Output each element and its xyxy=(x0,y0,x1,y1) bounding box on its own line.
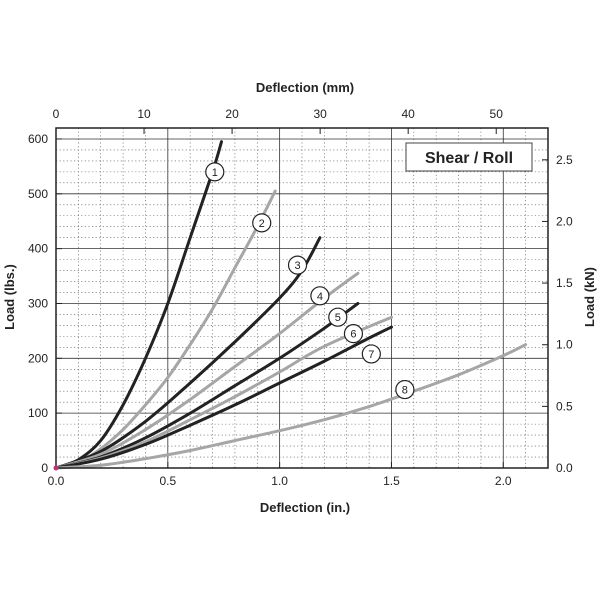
series-marker-circle xyxy=(252,213,272,233)
series-marker-circle xyxy=(361,344,381,364)
y-tick-label: 400 xyxy=(28,242,48,256)
x-tick-label: 1.0 xyxy=(271,474,288,488)
x-axis-title: Deflection (in.) xyxy=(260,500,350,515)
x-tick-label: 0.5 xyxy=(159,474,176,488)
series-marker-circle xyxy=(287,255,308,275)
x2-tick-label: 10 xyxy=(137,107,151,121)
series-7-line xyxy=(54,325,393,470)
grid xyxy=(56,128,548,468)
series-marker-label: 8 xyxy=(402,385,408,397)
ticks: 0.0 0.5 1.0 1.5 2.00 10 20 30 40 5001002003004005… xyxy=(28,107,573,488)
x2-axis-title: Deflection (mm) xyxy=(256,80,354,95)
y-axis-title: Load (lbs.) xyxy=(2,264,17,330)
y2-tick-label: 0.0 xyxy=(556,461,573,475)
series-3-line xyxy=(54,236,322,470)
y2-tick-label: 2.0 xyxy=(556,214,573,228)
x2-tick-label: 0 xyxy=(53,107,60,121)
y-tick-label: 0 xyxy=(41,461,48,475)
series-1-marker: 1 xyxy=(205,162,225,182)
series-marker-circle xyxy=(343,324,364,344)
series-1-line xyxy=(54,140,223,470)
x-tick-label: 2.0 xyxy=(495,474,512,488)
y-tick-label: 500 xyxy=(28,187,48,201)
series-marker-circle xyxy=(205,162,225,182)
series-3-marker: 3 xyxy=(287,255,308,275)
x2-tick-label: 20 xyxy=(225,107,239,121)
x2-tick-label: 30 xyxy=(313,107,327,121)
x2-tick-label: 40 xyxy=(402,107,416,121)
x-tick-label: 0.0 xyxy=(48,474,65,488)
series-5-marker: 5 xyxy=(328,307,348,327)
series-marker-label: 3 xyxy=(294,260,300,272)
x-tick-label: 1.5 xyxy=(383,474,400,488)
y2-tick-label: 0.5 xyxy=(556,399,573,413)
y-tick-label: 100 xyxy=(28,406,48,420)
series-8-marker: 8 xyxy=(395,379,415,400)
series-2-marker: 2 xyxy=(252,213,272,233)
plot-frame xyxy=(55,127,549,469)
y2-tick-label: 1.0 xyxy=(556,338,573,352)
y-tick-label: 600 xyxy=(28,132,48,146)
y2-tick-label: 1.5 xyxy=(556,276,573,290)
series-4-marker: 4 xyxy=(310,286,330,306)
curves xyxy=(54,140,528,470)
series-marker-label: 1 xyxy=(212,167,218,179)
series-marker-circle xyxy=(310,286,330,306)
chart-title-box: Shear / Roll xyxy=(405,142,533,172)
chart-title: Shear / Roll xyxy=(425,150,513,167)
y-tick-label: 200 xyxy=(28,351,48,365)
series-marker-label: 5 xyxy=(335,312,341,324)
series-marker-label: 6 xyxy=(350,329,356,341)
y2-tick-label: 2.5 xyxy=(556,153,573,167)
series-marker-label: 4 xyxy=(317,291,323,303)
series-marker-label: 7 xyxy=(368,349,374,361)
x2-tick-label: 50 xyxy=(490,107,504,121)
series-6-marker: 6 xyxy=(343,324,364,344)
series-marker-circle xyxy=(395,379,415,400)
origin-dot xyxy=(53,465,59,471)
series-marker-label: 2 xyxy=(259,218,265,230)
series-marker-circle xyxy=(328,307,348,327)
series-7-marker: 7 xyxy=(361,344,381,364)
y-tick-label: 300 xyxy=(28,296,48,310)
series-8-line xyxy=(54,343,528,470)
y2-axis-title: Load (kN) xyxy=(582,267,597,327)
